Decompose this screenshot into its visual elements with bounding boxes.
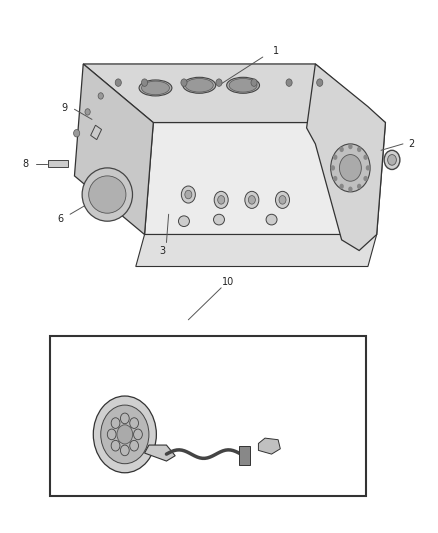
Circle shape (251, 79, 257, 86)
Bar (239, 446, 250, 465)
Polygon shape (74, 64, 153, 235)
Polygon shape (145, 445, 175, 461)
Circle shape (279, 196, 286, 204)
Circle shape (339, 147, 344, 152)
Circle shape (214, 191, 228, 208)
Circle shape (216, 79, 222, 86)
Text: 10: 10 (222, 278, 234, 287)
Text: 11: 11 (89, 406, 102, 415)
Text: 1: 1 (273, 46, 279, 55)
Circle shape (317, 79, 323, 86)
Circle shape (331, 165, 335, 171)
Circle shape (98, 93, 103, 99)
Ellipse shape (266, 214, 277, 225)
Text: 9: 9 (62, 103, 68, 112)
Circle shape (384, 150, 400, 169)
Circle shape (181, 79, 187, 86)
Circle shape (331, 144, 370, 192)
Ellipse shape (88, 176, 126, 213)
Ellipse shape (185, 78, 213, 92)
Circle shape (286, 79, 292, 86)
Circle shape (364, 176, 368, 181)
Ellipse shape (82, 168, 132, 221)
Circle shape (364, 155, 368, 160)
Polygon shape (136, 235, 377, 266)
Circle shape (218, 196, 225, 204)
Text: 3: 3 (159, 246, 165, 255)
Circle shape (357, 184, 361, 189)
Text: 12: 12 (205, 376, 217, 386)
Ellipse shape (227, 77, 259, 93)
Circle shape (348, 187, 353, 192)
Text: 8: 8 (22, 159, 28, 168)
Circle shape (348, 144, 353, 149)
Circle shape (115, 79, 121, 86)
Ellipse shape (229, 78, 257, 92)
Circle shape (185, 190, 192, 199)
Circle shape (357, 147, 361, 152)
Circle shape (117, 425, 133, 444)
Polygon shape (145, 123, 385, 235)
Circle shape (141, 79, 148, 86)
Ellipse shape (178, 216, 189, 227)
Circle shape (248, 196, 255, 204)
Ellipse shape (183, 77, 216, 93)
Bar (48, 160, 68, 167)
Circle shape (333, 176, 337, 181)
Polygon shape (83, 64, 385, 123)
Circle shape (93, 396, 156, 473)
Circle shape (339, 184, 344, 189)
Circle shape (245, 191, 259, 208)
Bar (91, 125, 102, 140)
Polygon shape (258, 438, 280, 454)
Ellipse shape (139, 80, 172, 96)
Text: 6: 6 (57, 214, 64, 223)
Circle shape (181, 186, 195, 203)
Circle shape (85, 109, 90, 115)
Circle shape (333, 155, 337, 160)
Circle shape (339, 155, 361, 181)
Circle shape (366, 165, 370, 171)
Bar (50, 336, 366, 496)
Circle shape (276, 191, 290, 208)
Circle shape (74, 130, 80, 137)
Circle shape (388, 155, 396, 165)
Ellipse shape (141, 81, 170, 95)
Polygon shape (307, 64, 385, 251)
Ellipse shape (214, 214, 224, 225)
Circle shape (101, 405, 149, 464)
Text: 2: 2 (409, 139, 415, 149)
